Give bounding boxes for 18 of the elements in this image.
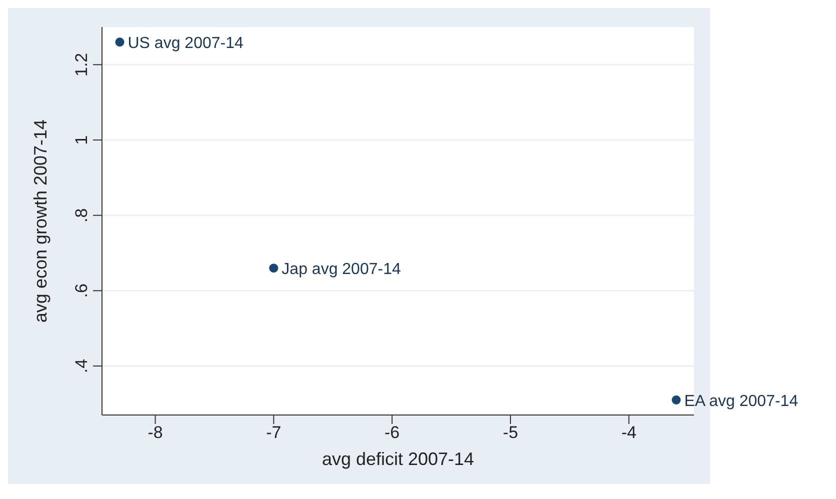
x-tick-label: -7: [266, 423, 282, 442]
y-axis-title: avg econ growth 2007-14: [30, 119, 50, 323]
point: [115, 38, 124, 47]
annotation: Jap avg 2007-14: [282, 261, 401, 278]
x-tick-label: -8: [148, 423, 163, 442]
x-tick-label: -6: [384, 423, 400, 442]
y-tick-label: 1: [72, 135, 91, 145]
y-tick-label: 1.2: [72, 52, 91, 76]
x-axis-title: avg deficit 2007-14: [322, 449, 474, 469]
point: [269, 264, 278, 273]
annotation: US avg 2007-14: [128, 35, 244, 52]
point: [672, 395, 681, 404]
annotation: EA avg 2007-14: [684, 392, 798, 410]
x-tick-label: -5: [502, 423, 518, 442]
y-tick-label: .8: [72, 208, 91, 222]
y-tick-label: .4: [72, 358, 91, 374]
x-tick-label: -4: [621, 423, 636, 442]
y-tick-label: .6: [72, 284, 91, 298]
